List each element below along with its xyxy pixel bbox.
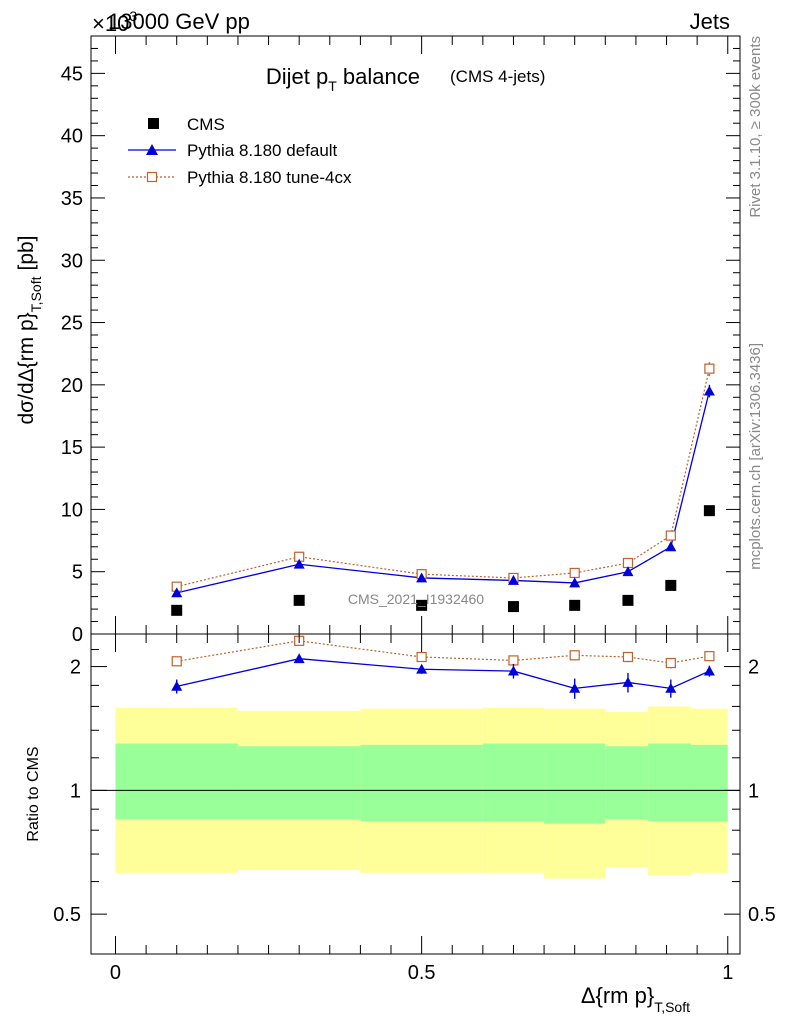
x-tick-label: 1 — [722, 962, 733, 984]
cms-point — [622, 594, 634, 606]
default-point — [569, 577, 581, 588]
rivet-label: Rivet 3.1.10, ≥ 300k events — [747, 36, 764, 218]
tune-4cx-line — [176, 368, 710, 588]
ratio-default-point — [622, 676, 634, 687]
ratio-tune-4cx-point — [665, 657, 676, 669]
legend-cms-label: CMS — [187, 115, 225, 134]
ratio-y-tick-label-right: 0.5 — [748, 904, 776, 926]
mcplots-label: mcplots.cern.ch [arXiv:1306.3436] — [747, 343, 764, 570]
default-point — [171, 587, 183, 598]
ratio-default-point — [416, 663, 428, 674]
ratio-default-point — [665, 682, 677, 693]
energy-label: 13000 GeV pp — [108, 9, 250, 34]
x-tick-label: 0.5 — [408, 962, 436, 984]
ratio-default-point — [507, 665, 519, 676]
ratio-marks — [171, 635, 715, 699]
legend-default-marker — [146, 144, 158, 155]
ratio-tune-4cx-point — [171, 656, 182, 667]
legend: CMS Pythia 8.180 default Pythia 8.180 tu… — [128, 115, 352, 187]
ratio-tune-4cx-line — [176, 640, 710, 664]
ratio-y-tick-label: 2 — [70, 657, 81, 679]
ratio-y-tick-label-right: 2 — [748, 657, 759, 679]
ratio-default-point — [569, 682, 581, 693]
green-band-segment — [691, 744, 728, 822]
default-point — [416, 572, 428, 583]
green-band-segment — [605, 746, 649, 820]
tune-4cx-point — [665, 530, 676, 541]
y-tick-label: 30 — [61, 250, 83, 272]
y-tick-label: 25 — [61, 313, 83, 335]
default-point — [622, 566, 634, 577]
y-tick-label: 15 — [61, 437, 83, 459]
scale-factor-label: ×103 — [92, 8, 137, 36]
cms-point — [569, 599, 581, 611]
y-tick-label: 35 — [61, 188, 83, 210]
ratio-y-ticks: 0.5 0.5 1 1 2 2 — [53, 633, 776, 955]
green-band-segment — [237, 746, 361, 820]
main-y-ticks: 0 5 10 15 20 25 30 35 40 45 — [61, 47, 740, 646]
tune-4cx-point — [622, 557, 634, 569]
green-band-segment — [360, 744, 483, 822]
ratio-y-tick-label-right: 1 — [748, 780, 759, 802]
ratio-y-tick-label: 1 — [70, 780, 81, 802]
tune-4cx-point — [569, 567, 580, 579]
green-band-segment — [544, 743, 606, 824]
default-point — [703, 385, 715, 396]
ratio-y-tick-label: 0.5 — [53, 904, 81, 926]
main-marks — [171, 361, 715, 616]
ratio-x-ticks: 0 0.5 1 — [110, 634, 733, 984]
y-tick-label: 20 — [61, 375, 83, 397]
ratio-tune-4cx-point — [569, 650, 580, 661]
ratio-frame — [90, 633, 741, 955]
y-tick-label: 40 — [61, 126, 83, 148]
default-point — [293, 558, 305, 569]
green-band-segment — [482, 743, 545, 822]
cms-point — [703, 505, 715, 517]
ratio-tune-4cx-point — [508, 655, 519, 666]
ratio-default-line — [176, 658, 710, 690]
ratio-tune-4cx-point — [416, 651, 427, 663]
legend-default-label: Pythia 8.180 default — [187, 141, 338, 160]
ratio-tune-4cx-point — [622, 651, 634, 663]
cms-point — [293, 594, 305, 606]
y-tick-label: 0 — [72, 624, 83, 646]
x-axis-label: Δ{rm p}T,Soft — [581, 983, 690, 1015]
ratio-y-axis-label: Ratio to CMS — [25, 746, 42, 841]
green-band-segment — [648, 743, 692, 822]
main-panel: 0 5 10 15 20 25 30 35 40 45 Dijet pT balance (CMS… — [15, 35, 741, 646]
cms-point — [665, 579, 677, 591]
main-x-ticks — [114, 36, 729, 634]
ratio-default-point — [293, 653, 305, 664]
legend-tune-label: Pythia 8.180 tune-4cx — [187, 168, 352, 187]
ratio-panel: 0.5 0.51 12 2 0 0.5 1 Ratio to CMS Δ{rm p}T,S… — [25, 633, 776, 1015]
ratio-tune-4cx-point — [704, 651, 715, 662]
ratio-default-point — [703, 665, 715, 676]
y-tick-label: 45 — [61, 63, 83, 85]
tune-4cx-point — [704, 363, 715, 374]
legend-cms-marker — [148, 118, 159, 129]
cms-point — [416, 599, 428, 611]
ratio-default-point — [171, 680, 183, 691]
default-line — [176, 390, 711, 594]
y-tick-label: 10 — [61, 499, 83, 521]
x-tick-label: 0 — [110, 962, 121, 984]
y-tick-label: 5 — [72, 562, 83, 584]
green-band-segment — [115, 743, 238, 820]
category-label: Jets — [690, 9, 730, 34]
plot-title-note: (CMS 4-jets) — [450, 67, 545, 86]
default-point — [507, 574, 519, 585]
main-y-axis-label: dσ/dΔ{rm p}T,Soft[pb] — [15, 235, 44, 424]
cms-point — [507, 601, 519, 613]
legend-tune-marker — [146, 171, 158, 183]
ratio-bands — [115, 706, 728, 879]
analysis-watermark: CMS_2021_I1932460 — [348, 591, 484, 607]
plot-title: Dijet pT balance — [266, 64, 420, 94]
default-point — [665, 541, 677, 552]
cms-point — [171, 604, 183, 616]
